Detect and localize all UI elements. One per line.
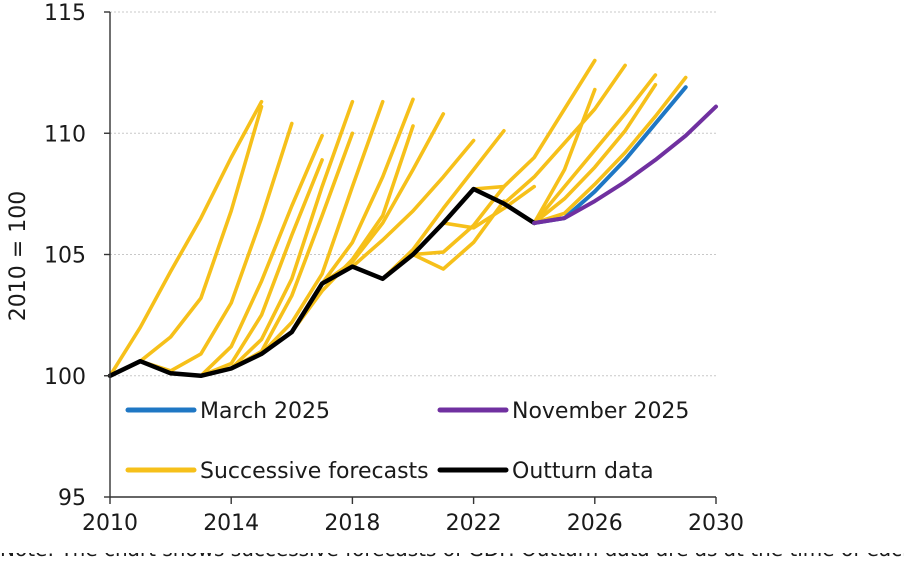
y-axis-label: 2010 = 100	[6, 191, 31, 321]
forecast-line-22	[532, 87, 597, 225]
y-tick-label-100: 100	[44, 365, 86, 390]
forecast-line-19	[532, 73, 658, 225]
legend-label-november-2025: November 2025	[512, 399, 689, 424]
legend: March 2025 November 2025 Successive foreca…	[125, 399, 689, 484]
footnote: Note: The chart shows successive forecas…	[0, 553, 904, 563]
gridlines	[110, 11, 716, 377]
forecast-line-8	[259, 99, 385, 356]
footnote-text: Note: The chart shows successive forecas…	[0, 553, 904, 561]
legend-label-successive-forecasts: Successive forecasts	[200, 459, 429, 484]
y-tick-label-95: 95	[58, 486, 86, 511]
forecast-line-6	[229, 99, 355, 371]
y-tick-label-110: 110	[44, 122, 86, 147]
x-tick-label-2026: 2026	[567, 511, 623, 536]
x-tick-label-2010: 2010	[82, 511, 138, 536]
forecast-line-16	[441, 184, 537, 230]
y-tick-label-115: 115	[44, 1, 86, 26]
forecast-line-15	[411, 184, 506, 257]
legend-label-march-2025: March 2025	[200, 399, 330, 424]
forecast-line-21	[532, 75, 688, 225]
forecast-line-1	[108, 99, 264, 378]
x-tick-label-2030: 2030	[688, 511, 744, 536]
y-axis-ticks: 95 100 105 110 115	[44, 1, 110, 511]
successive-forecast-lines	[108, 58, 688, 378]
x-tick-label-2022: 2022	[446, 511, 502, 536]
x-axis-ticks: 2010 2014 2018 2022 2026 2030	[82, 497, 744, 536]
legend-label-outturn-data: Outturn data	[512, 459, 654, 484]
forecast-line-11	[320, 112, 446, 286]
forecast-line-13	[380, 129, 506, 281]
forecast-line-17	[471, 58, 597, 191]
main-series-lines	[107, 85, 718, 379]
y-tick-label-105: 105	[44, 244, 86, 269]
forecast-line-14	[411, 199, 506, 271]
series-line-outturn-data	[107, 186, 537, 379]
forecast-line-5	[199, 158, 324, 378]
forecast-line-18	[502, 63, 627, 206]
forecast-line-20	[532, 83, 658, 225]
series-line-november-2025	[532, 104, 718, 225]
x-tick-label-2014: 2014	[203, 511, 259, 536]
x-tick-label-2018: 2018	[324, 511, 380, 536]
forecast-line-12	[350, 138, 476, 269]
